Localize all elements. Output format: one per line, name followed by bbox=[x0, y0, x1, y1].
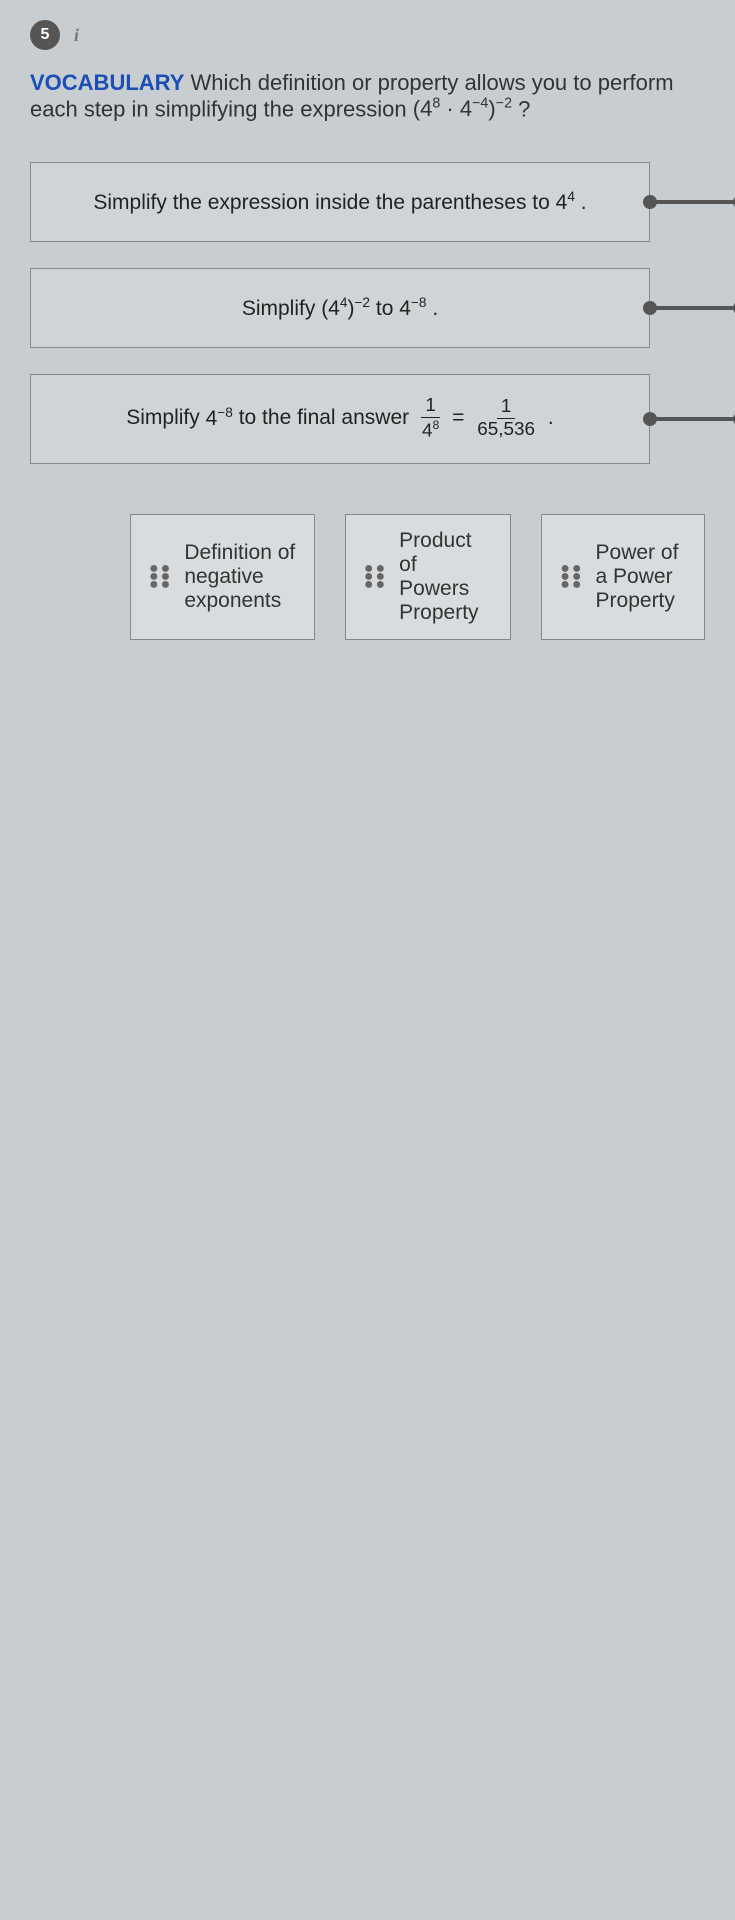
step2-pre: Simplify bbox=[242, 297, 321, 320]
connector-line bbox=[650, 417, 735, 421]
step3-mid: to the final answer bbox=[239, 407, 415, 430]
step3-post: . bbox=[548, 407, 554, 430]
step3-frac1: 1 48 bbox=[418, 395, 443, 442]
question-expression: (48 · 4−4)−2 bbox=[413, 96, 512, 121]
connector-line bbox=[650, 306, 735, 310]
step2-mid: to bbox=[376, 297, 399, 320]
connector-line bbox=[650, 200, 735, 204]
step1-expr: 44 bbox=[556, 191, 575, 214]
match-row: Simplify 4−8 to the final answer 1 48 = … bbox=[30, 374, 705, 463]
question-body-after: ? bbox=[518, 96, 530, 121]
options-row: ●●●●●● Definition of negative exponents … bbox=[130, 514, 705, 640]
step-box-3: Simplify 4−8 to the final answer 1 48 = … bbox=[30, 374, 650, 463]
option-tile-negative-exponents[interactable]: ●●●●●● Definition of negative exponents bbox=[130, 514, 315, 640]
step2-expr1: (44)−2 bbox=[321, 297, 370, 320]
step-box-2: Simplify (44)−2 to 4−8 . bbox=[30, 268, 650, 348]
step1-pre: Simplify the expression inside the paren… bbox=[93, 191, 555, 214]
step1-post: . bbox=[581, 191, 587, 214]
step2-expr2: 4−8 bbox=[399, 297, 426, 320]
option-tile-product-of-powers[interactable]: ●●●●●● Product of Powers Property bbox=[345, 514, 511, 640]
step3-pre: Simplify bbox=[126, 407, 205, 430]
match-row: Simplify the expression inside the paren… bbox=[30, 162, 705, 242]
step2-post: . bbox=[432, 297, 438, 320]
option-label: Power of a Power Property bbox=[596, 541, 686, 613]
info-icon[interactable]: i bbox=[74, 25, 79, 46]
vocab-label: VOCABULARY bbox=[30, 70, 184, 95]
drag-handle-icon: ●●●●●● bbox=[364, 565, 387, 589]
drag-handle-icon: ●●●●●● bbox=[560, 565, 583, 589]
option-label: Product of Powers Property bbox=[399, 529, 492, 625]
question-text: VOCABULARY Which definition or property … bbox=[30, 70, 705, 122]
question-number-badge: 5 bbox=[30, 20, 60, 50]
step3-eq: = bbox=[452, 407, 470, 430]
option-label: Definition of negative exponents bbox=[184, 541, 296, 613]
option-tile-power-of-power[interactable]: ●●●●●● Power of a Power Property bbox=[541, 514, 705, 640]
step3-expr1: 4−8 bbox=[206, 407, 233, 430]
step3-frac2: 1 65,536 bbox=[473, 396, 539, 441]
question-header: 5 i bbox=[30, 20, 705, 50]
matching-area: Simplify the expression inside the paren… bbox=[30, 162, 705, 463]
drag-handle-icon: ●●●●●● bbox=[149, 565, 172, 589]
step-box-1: Simplify the expression inside the paren… bbox=[30, 162, 650, 242]
match-row: Simplify (44)−2 to 4−8 . bbox=[30, 268, 705, 348]
